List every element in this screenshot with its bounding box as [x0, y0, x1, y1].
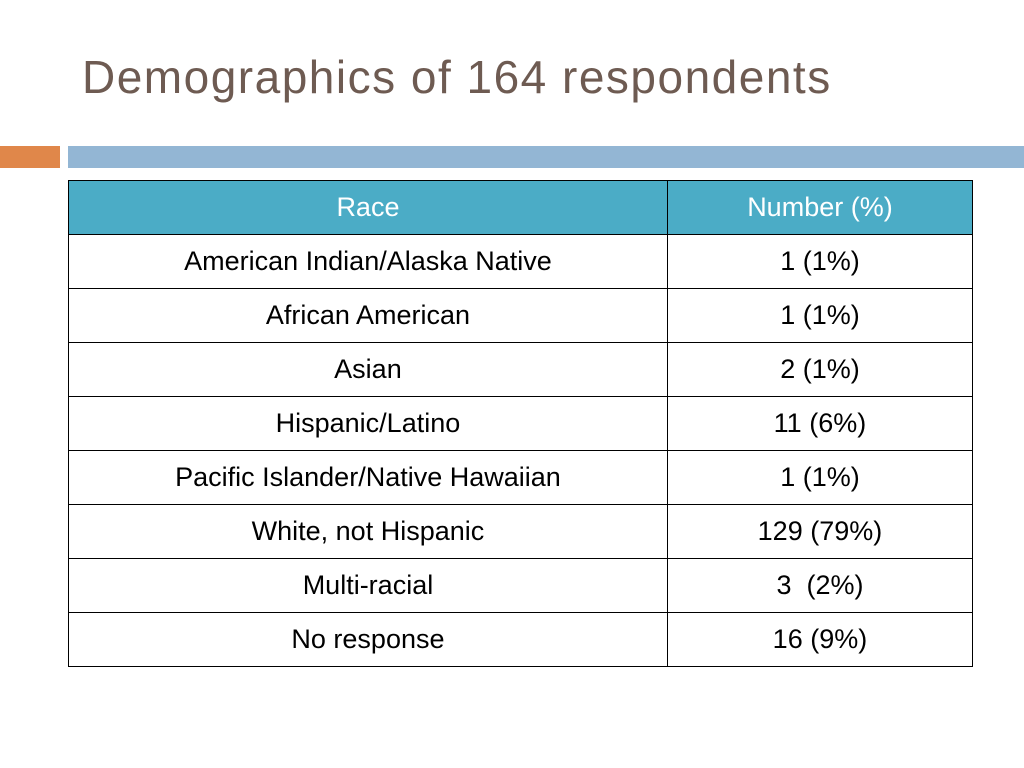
main-divider-bar — [68, 146, 1024, 168]
table-row: Asian 2 (1%) — [68, 342, 974, 397]
number-cell: 2 (1%) — [666, 342, 974, 397]
race-cell: Asian — [68, 342, 668, 397]
race-cell: Pacific Islander/Native Hawaiian — [68, 450, 668, 505]
number-cell: 1 (1%) — [666, 288, 974, 343]
race-cell: Hispanic/Latino — [68, 396, 668, 451]
table-row: Hispanic/Latino 11 (6%) — [68, 396, 974, 451]
table-row: African American 1 (1%) — [68, 288, 974, 343]
race-table: Race Number (%) American Indian/Alaska N… — [68, 180, 974, 667]
table-row: No response 16 (9%) — [68, 612, 974, 667]
table-row: Pacific Islander/Native Hawaiian 1 (1%) — [68, 450, 974, 505]
table-row: Multi-racial 3 (2%) — [68, 558, 974, 613]
race-cell: No response — [68, 612, 668, 667]
header-number: Number (%) — [666, 180, 974, 235]
race-cell: American Indian/Alaska Native — [68, 234, 668, 289]
slide-title: Demographics of 164 respondents — [82, 51, 832, 103]
number-cell: 16 (9%) — [666, 612, 974, 667]
table-row: White, not Hispanic 129 (79%) — [68, 504, 974, 559]
race-cell: African American — [68, 288, 668, 343]
table-header-row: Race Number (%) — [68, 180, 974, 235]
number-cell: 1 (1%) — [666, 234, 974, 289]
accent-divider-bar — [0, 146, 60, 168]
table-row: American Indian/Alaska Native 1 (1%) — [68, 234, 974, 289]
race-cell: Multi-racial — [68, 558, 668, 613]
number-cell: 3 (2%) — [666, 558, 974, 613]
number-cell: 11 (6%) — [666, 396, 974, 451]
header-race: Race — [68, 180, 668, 235]
number-cell: 129 (79%) — [666, 504, 974, 559]
race-cell: White, not Hispanic — [68, 504, 668, 559]
number-cell: 1 (1%) — [666, 450, 974, 505]
